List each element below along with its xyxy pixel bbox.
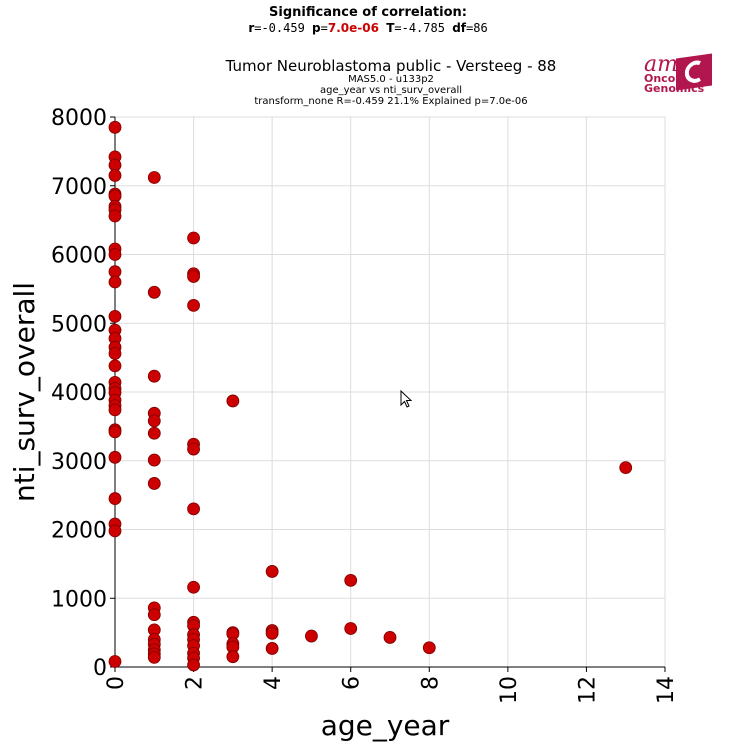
data-point xyxy=(108,248,122,261)
data-point xyxy=(147,453,161,467)
significance-title: Significance of correlation: xyxy=(269,5,467,20)
data-point xyxy=(108,309,122,323)
x-tick-label: 14 xyxy=(654,676,679,704)
y-tick-label: 5000 xyxy=(51,312,107,337)
y-axis-title: nti_surv_overall xyxy=(8,282,41,502)
p-value: 7.0e-06 xyxy=(327,21,379,35)
data-point xyxy=(147,414,161,428)
data-point xyxy=(265,642,279,655)
chart-subtitle-platform: MAS5.0 - u133p2 xyxy=(348,74,434,85)
y-tick-label: 2000 xyxy=(51,519,107,544)
y-tick-label: 8000 xyxy=(51,106,107,131)
r-label: r xyxy=(248,21,255,35)
y-tick-label: 7000 xyxy=(51,175,107,200)
x-tick-label: 2 xyxy=(183,676,208,690)
data-point xyxy=(187,298,200,312)
logo-box xyxy=(676,53,712,91)
y-tick-label: 3000 xyxy=(51,450,107,475)
y-tick-label: 1000 xyxy=(51,587,107,612)
df-value: =86 xyxy=(466,21,488,35)
x-tick-label: 6 xyxy=(340,676,365,690)
data-point xyxy=(187,502,200,516)
data-point xyxy=(108,524,122,538)
data-point xyxy=(108,425,122,439)
p-label: p xyxy=(312,21,321,35)
logo-am-text: am xyxy=(644,52,678,77)
data-point xyxy=(108,450,122,464)
y-tick-label: 6000 xyxy=(51,244,107,269)
data-point xyxy=(265,626,279,640)
df-label: df xyxy=(452,21,466,35)
data-point xyxy=(265,565,279,578)
data-point xyxy=(187,231,200,245)
data-point xyxy=(108,120,122,134)
y-tick-label: 0 xyxy=(93,656,107,681)
data-point xyxy=(108,655,122,668)
data-point xyxy=(383,631,397,644)
data-point xyxy=(108,403,122,417)
data-point xyxy=(147,477,161,490)
t-label: T xyxy=(386,21,395,35)
y-tick-label: 4000 xyxy=(51,381,107,406)
logo-genomics-text: Genomics xyxy=(644,82,705,95)
data-point xyxy=(108,169,122,182)
axis-labels: 0 1000 2000 3000 4000 5000 6000 7000 8000 0 2 4 6 8 10… xyxy=(8,106,679,742)
correlation-stats: r=-0.459 p=7.0e-06 T=-4.785 df=86 xyxy=(248,21,488,35)
data-point xyxy=(108,359,122,373)
amc-logo: am Onco Genomics xyxy=(642,52,716,98)
data-point xyxy=(187,270,200,283)
chart-subtitle-variables: age_year vs nti_surv_overall xyxy=(319,85,463,96)
data-point xyxy=(226,650,240,664)
x-tick-label: 8 xyxy=(418,676,443,690)
mouse-cursor-icon xyxy=(400,390,413,408)
data-point xyxy=(108,492,122,505)
t-value: =-4.785 xyxy=(394,21,445,35)
data-point xyxy=(147,369,161,383)
data-points xyxy=(108,120,633,672)
x-tick-label: 12 xyxy=(575,676,600,704)
logo-onco-text: Onco xyxy=(644,72,676,85)
data-point xyxy=(147,171,161,184)
data-point xyxy=(344,573,358,587)
data-point xyxy=(108,347,122,360)
data-point xyxy=(187,580,200,594)
data-point xyxy=(147,285,161,299)
data-point xyxy=(147,650,161,664)
x-tick-label: 4 xyxy=(261,676,286,690)
data-point xyxy=(422,641,436,655)
x-tick-label: 10 xyxy=(497,676,522,704)
data-point xyxy=(226,394,240,408)
chart-subtitle-stats: transform_none R=-0.459 21.1% Explained … xyxy=(254,96,528,107)
data-point xyxy=(187,442,200,456)
chart-title: Tumor Neuroblastoma public - Versteeg - … xyxy=(225,57,557,75)
data-point xyxy=(187,658,200,672)
data-point xyxy=(147,426,161,440)
data-point xyxy=(108,275,122,289)
data-point xyxy=(305,629,318,643)
data-point xyxy=(108,209,122,223)
x-axis-title: age_year xyxy=(321,709,450,742)
x-tick-label: 0 xyxy=(104,676,129,690)
data-point xyxy=(147,608,161,622)
data-point xyxy=(344,622,358,635)
r-value: =-0.459 xyxy=(254,21,305,35)
data-point xyxy=(619,461,633,475)
